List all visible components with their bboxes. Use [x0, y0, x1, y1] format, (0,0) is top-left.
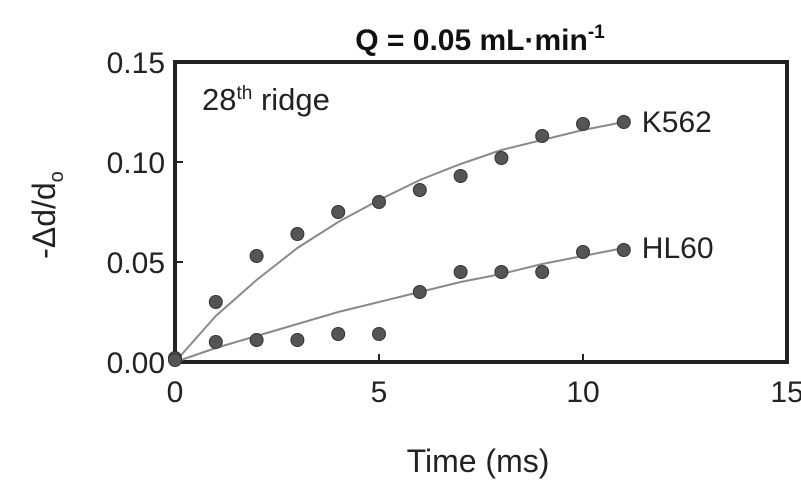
data-point-hl60	[372, 327, 386, 341]
data-point-k562	[372, 195, 386, 209]
chart-title: Q = 0.05 mL·min-1	[355, 22, 605, 57]
data-point-hl60	[208, 335, 223, 349]
plot-frame	[173, 60, 789, 364]
fit-line-hl60	[174, 247, 624, 363]
series-label-hl60: HL60	[642, 232, 714, 265]
y-tick-label: 0.15	[107, 47, 165, 80]
data-point-hl60	[290, 333, 305, 347]
data-point-k562	[412, 183, 427, 197]
data-point-hl60	[331, 327, 346, 341]
y-tick-label: 0.05	[107, 247, 165, 280]
data-point-hl60	[453, 265, 468, 279]
data-point-hl60	[412, 285, 427, 299]
data-point-k562	[208, 295, 223, 309]
y-tick-label: 0.10	[107, 147, 165, 180]
data-point-k562	[535, 129, 550, 143]
data-point-hl60	[616, 243, 631, 257]
data-point-hl60	[249, 333, 264, 347]
data-point-hl60	[494, 265, 509, 279]
data-point-k562	[290, 227, 305, 241]
data-point-hl60	[576, 245, 590, 259]
x-tick-label: 5	[371, 376, 388, 409]
x-tick-label: 0	[167, 376, 184, 409]
series-label-k562: K562	[642, 106, 712, 139]
data-point-k562	[453, 169, 468, 183]
data-point-k562	[249, 249, 264, 263]
data-point-k562	[494, 151, 509, 165]
fit-line-k562	[174, 121, 624, 363]
y-tick-label: 0.00	[107, 347, 165, 380]
data-point-k562	[576, 117, 590, 131]
x-axis-title: Time (ms)	[407, 443, 550, 479]
data-point-hl60	[535, 265, 550, 279]
data-point-hl60	[168, 353, 182, 367]
plot-area: 0 5 10 15 0.00 0.05 0.10 0.15 K562 HL60	[107, 47, 801, 409]
x-tick-label: 10	[566, 376, 599, 409]
data-point-k562	[331, 205, 346, 219]
data-point-k562	[616, 115, 631, 129]
x-tick-label: 15	[770, 376, 801, 409]
y-axis-title: -Δd/do	[26, 171, 68, 259]
annotation-ridge: 28th ridge	[202, 82, 330, 117]
